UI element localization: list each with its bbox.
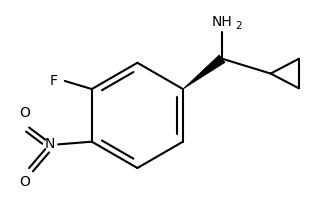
Text: NH: NH (212, 15, 232, 29)
Text: O: O (19, 175, 30, 190)
Polygon shape (183, 55, 225, 89)
Text: O: O (19, 106, 30, 120)
Text: 2: 2 (235, 21, 242, 31)
Text: F: F (50, 74, 58, 88)
Text: N: N (45, 137, 55, 151)
